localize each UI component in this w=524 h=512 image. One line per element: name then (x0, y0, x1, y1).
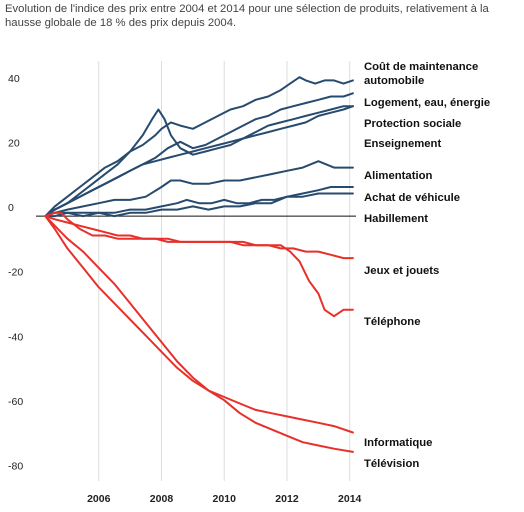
series-line (44, 215, 354, 260)
series-label-line: Informatique (364, 437, 432, 449)
series-lines (44, 76, 354, 453)
series-line (44, 92, 354, 218)
chart-title: Evolution de l'indice des prix entre 200… (5, 3, 489, 29)
series-line (44, 160, 354, 218)
series-label: Téléphone (364, 316, 421, 328)
series-label: Informatique (364, 437, 432, 449)
series-label-line: Achat de véhicule (364, 192, 460, 204)
y-tick-label: -40 (8, 331, 23, 343)
x-axis: 2006 2008 2010 2012 2014 (87, 493, 361, 505)
series-label-line: Logement, eau, énergie (364, 97, 490, 109)
series-label-line: Coût de maintenance (364, 61, 478, 73)
series-line (44, 105, 354, 218)
series-line (44, 211, 354, 318)
y-tick-label: -80 (8, 461, 23, 473)
series-line (44, 215, 354, 453)
series-label-line: Télévision (364, 458, 419, 470)
y-tick-label: -60 (8, 396, 23, 408)
series-label: Jeux et jouets (364, 265, 439, 277)
series-label: Habillement (364, 213, 428, 225)
y-tick-label: 20 (8, 137, 20, 149)
series-label: Coût de maintenance automobile (364, 61, 478, 87)
series-label: Télévision (364, 458, 419, 470)
series-line (44, 215, 354, 434)
series-line (44, 192, 354, 218)
series-label: Alimentation (364, 170, 433, 182)
y-tick-label: -20 (8, 267, 23, 279)
y-axis: 40 20 0 -20 -40 -60 -80 (8, 73, 23, 473)
series-label-line: Habillement (364, 213, 428, 225)
series-label-line: Protection sociale (364, 118, 461, 130)
series-label-line: Enseignement (364, 138, 441, 150)
x-tick-label: 2012 (275, 493, 299, 505)
series-label: Protection sociale (364, 118, 461, 130)
x-tick-label: 2006 (87, 493, 111, 505)
series-line (44, 76, 354, 218)
grid-lines (98, 61, 351, 481)
series-label-line: automobile (364, 75, 424, 87)
x-tick-label: 2008 (150, 493, 174, 505)
x-tick-label: 2010 (213, 493, 237, 505)
y-tick-label: 40 (8, 73, 20, 85)
series-label: Logement, eau, énergie (364, 97, 490, 109)
series-label-line: Alimentation (364, 170, 433, 182)
series-labels: Coût de maintenance automobile Logement, e… (364, 61, 490, 470)
series-label: Achat de véhicule (364, 192, 460, 204)
series-line (44, 105, 354, 218)
y-tick-label: 0 (8, 202, 14, 214)
series-label: Enseignement (364, 138, 441, 150)
x-tick-label: 2014 (338, 493, 362, 505)
series-label-line: Téléphone (364, 316, 421, 328)
series-label-line: Jeux et jouets (364, 265, 439, 277)
